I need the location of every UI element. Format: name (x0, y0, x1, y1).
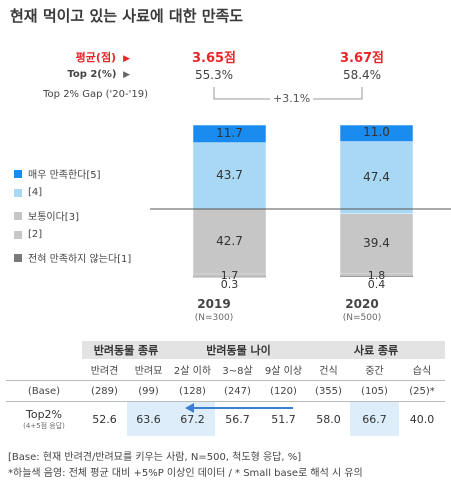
value-row-label-sub: (4+5점 응답) (23, 421, 65, 430)
legend-item-very-dissatisfied: 전혀 만족하지 않는다[1] (14, 250, 131, 265)
bar-segment-dissatisfied-2020 (340, 273, 413, 277)
legend-item-satisfied: [4] (14, 187, 42, 198)
value-row-label: Top2% (4+5점 응답) (6, 402, 82, 437)
legend-swatch (14, 253, 22, 262)
bar-label-dissatisfied-2019: 1.7 (220, 269, 239, 283)
value-cell: 40.0 (409, 412, 435, 426)
base-cell: (128) (170, 380, 215, 402)
bar-label-neutral-2020: 39.4 (363, 235, 390, 250)
bar-segment-satisfied-2019 (192, 142, 267, 210)
top2-value-2020: 58.4% (342, 68, 382, 82)
bar-label-neutral-2019: 42.7 (216, 233, 243, 248)
bar-segment-dissatisfied-2019 (193, 274, 266, 277)
base-cell: (105) (350, 380, 399, 402)
value-cell: 56.7 (225, 412, 250, 426)
subheader-cell: 반려견 (90, 366, 119, 377)
stacked-bar-chart (150, 87, 451, 278)
base-cell: (247) (215, 380, 260, 402)
base-cell: (99) (127, 380, 170, 402)
bar-label-very-satisfied-2019: 11.7 (216, 125, 243, 140)
bar-label-satisfied-2019: 43.7 (216, 167, 243, 182)
n-label-2019: (N=300) (194, 313, 234, 323)
base-row-label: (Base) (6, 380, 82, 402)
arrow-left-icon (185, 403, 194, 413)
avg-value-2020: 3.67점 (339, 51, 385, 66)
legend-label: 보통이다[3] (28, 212, 79, 223)
legend-swatch (14, 230, 22, 239)
legend-swatch (14, 211, 22, 220)
group-header-pet-type: 반려동물 종류 (82, 341, 170, 359)
subheader-cell: 중간 (365, 366, 384, 377)
top2-value-2019: 55.3% (194, 68, 234, 82)
base-cell: (120) (260, 380, 307, 402)
highlight-note: *하늘색 음영: 전체 평균 대비 +5%P 이상인 데이터 / * Small… (8, 468, 363, 479)
base-cell: (25)* (399, 380, 445, 402)
legend-label: 매우 만족한다[5] (28, 170, 101, 181)
subheader-cell: 건식 (319, 366, 338, 377)
value-row-label-main: Top2% (25, 407, 62, 421)
subheader-cell: 습식 (412, 366, 432, 377)
table-base-row: (Base) (289) (99) (128) (247) (120) (355) (105… (6, 380, 445, 402)
avg-row-label: 평균(점) ▶ (60, 49, 130, 65)
value-cell: 63.6 (127, 401, 170, 436)
value-cell: 52.6 (92, 412, 117, 426)
bar-segment-very-dissatisfied-2019 (193, 276, 266, 278)
bar-segment-neutral-2019 (192, 208, 267, 275)
bar-label-satisfied-2020: 47.4 (363, 169, 390, 184)
n-label-2020: (N=500) (342, 313, 382, 323)
gap-row-label: Top 2% Gap ('20-'19) (43, 89, 148, 100)
bar-label-very-satisfied-2020: 11.0 (363, 125, 390, 140)
page-title: 현재 먹이고 있는 사료에 대한 만족도 (10, 7, 244, 25)
legend-swatch (14, 188, 22, 197)
avg-value-2019: 3.65점 (191, 51, 237, 66)
value-cell: 51.7 (271, 412, 296, 426)
bars-group (192, 124, 414, 278)
legend-swatch (14, 169, 22, 178)
gap-value: +3.1% (270, 92, 314, 105)
bar-segment-neutral-2020 (339, 213, 414, 274)
triangle-right-icon: ▶ (119, 54, 130, 64)
bar-label-very-dissatisfied-2019: 0.3 (220, 278, 239, 291)
subheader-cell: 9살 이상 (264, 366, 303, 377)
group-header-pet-age: 반려동물 나이 (170, 341, 307, 359)
year-label-2019: 2019 (197, 297, 231, 311)
subheader-cell: 반려묘 (134, 366, 163, 377)
top2-row-label: Top 2(%) ▶ (40, 69, 130, 80)
bar-label-dissatisfied-2020: 1.8 (367, 268, 386, 282)
legend-label: [2] (28, 229, 43, 240)
legend-item-dissatisfied: [2] (14, 229, 42, 240)
table-group-header-row: 반려동물 종류 반려동물 나이 사료 종류 (6, 341, 445, 359)
value-cell: 58.0 (316, 412, 341, 426)
legend-label: 전혀 만족하지 않는다[1] (28, 254, 132, 265)
avg-label-text: 평균(점) (75, 51, 117, 64)
base-cell: (289) (82, 380, 127, 402)
year-label-2020: 2020 (345, 297, 379, 311)
group-header-feed-type: 사료 종류 (307, 341, 445, 359)
legend-label: [4] (28, 187, 43, 198)
age-trend-arrow (185, 403, 293, 413)
triangle-right-icon: ▶ (119, 70, 130, 80)
table-subheader-row: 반려견 반려묘 2살 이하 3~8살 9살 이상 건식 중간 습식 (6, 359, 445, 381)
subheader-cell: 2살 이하 (173, 366, 212, 377)
top2-label-text: Top 2(%) (67, 69, 117, 80)
legend-item-neutral: 보통이다[3] (14, 208, 79, 223)
bar-label-very-dissatisfied-2020: 0.4 (367, 278, 386, 291)
bar-segment-satisfied-2020 (339, 141, 414, 215)
segment-table: 반려동물 종류 반려동물 나이 사료 종류 반려견 반려묘 2살 이하 3~8살 9살 … (6, 341, 445, 436)
legend-item-very-satisfied: 매우 만족한다[5] (14, 166, 101, 181)
base-cell: (355) (307, 380, 350, 402)
bar-segment-very-dissatisfied-2020 (340, 276, 413, 277)
value-cell: 66.7 (350, 401, 399, 436)
subheader-cell: 3~8살 (222, 366, 253, 377)
base-note: [Base: 현재 반려견/반려묘를 키우는 사람, N=500, 척도형 응답… (8, 452, 302, 463)
